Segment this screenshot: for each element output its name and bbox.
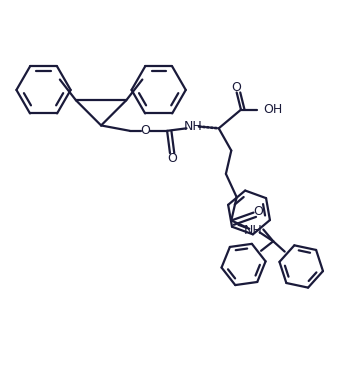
Text: NH: NH: [244, 224, 263, 237]
Text: O: O: [253, 205, 263, 218]
Text: O: O: [231, 81, 241, 94]
Text: NH: NH: [184, 120, 202, 133]
Text: OH: OH: [263, 103, 283, 116]
Text: O: O: [167, 152, 177, 165]
Text: O: O: [140, 124, 150, 137]
